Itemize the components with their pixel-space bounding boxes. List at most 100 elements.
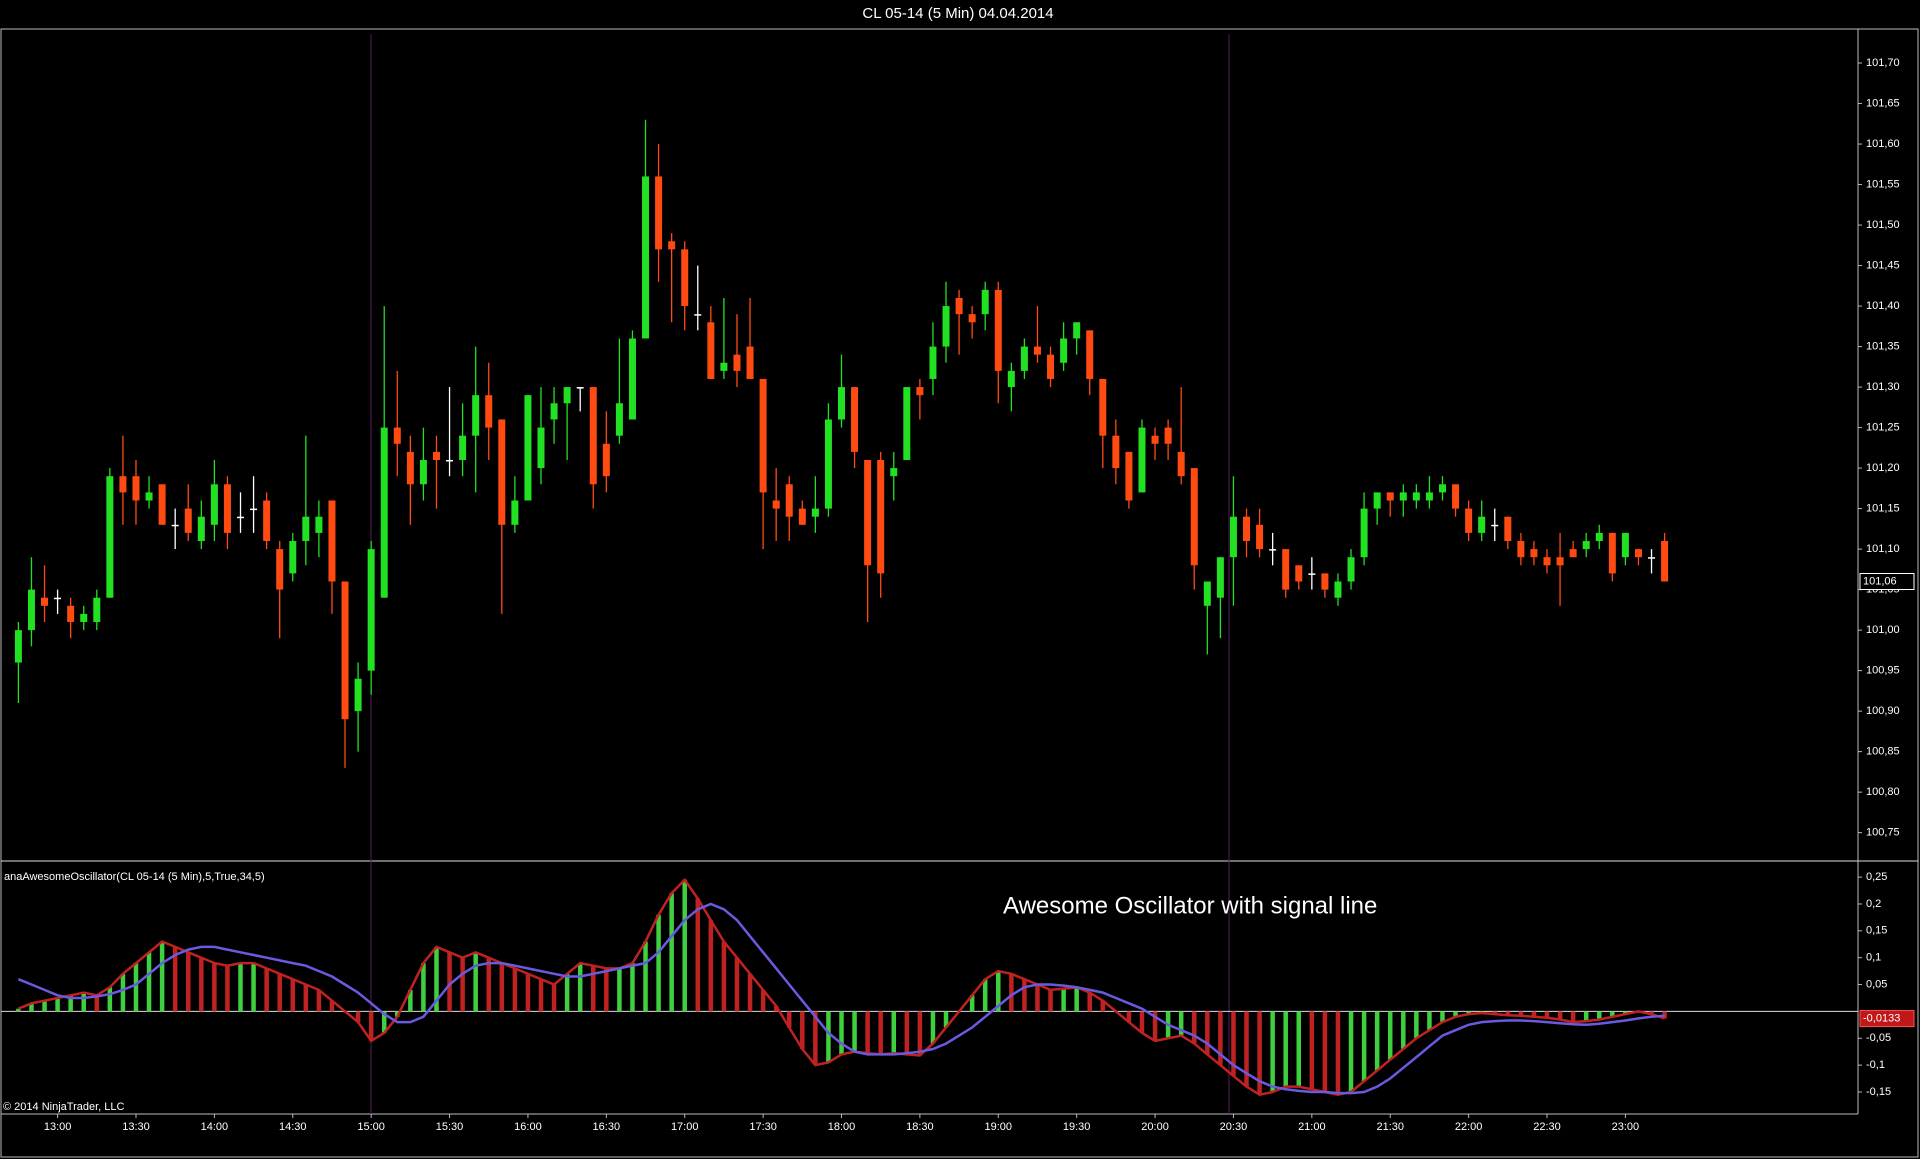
candle-body [1282,549,1290,590]
copyright: © 2014 NinjaTrader, LLC [3,1101,124,1113]
y-tick-label: 0,05 [1866,978,1887,990]
candle-body [1073,322,1081,339]
candle-body [942,306,950,347]
candle-body [1608,532,1616,574]
candle-body [446,459,454,462]
y-tick-label: 101,10 [1866,543,1900,555]
candle-body [1203,581,1211,606]
candle-body [276,549,284,590]
candle-body [145,492,153,501]
candle-body [1112,435,1120,469]
x-tick-label: 22:00 [1455,1121,1483,1133]
candle-body [785,484,793,517]
x-tick-label: 17:30 [749,1121,777,1133]
candle-body [1007,370,1015,388]
x-tick-label: 19:30 [1063,1121,1091,1133]
candle-body [459,435,467,460]
x-tick-label: 15:30 [436,1121,464,1133]
candle-body [589,387,597,485]
x-tick-label: 16:30 [593,1121,621,1133]
candle-body [642,176,650,339]
last-value-box [1859,1010,1915,1028]
candle-body [1295,565,1303,582]
candle-body [615,403,623,436]
candle-body [498,419,506,525]
candle-body [1047,354,1055,379]
y-tick-label: 101,35 [1866,340,1900,352]
candle-body [851,387,859,452]
y-tick-label: -0,1 [1866,1059,1885,1071]
candle-body [1229,516,1237,558]
candle-body [1595,532,1603,541]
candle-body [210,484,218,525]
x-tick-label: 16:00 [514,1121,542,1133]
candle-body [798,508,806,525]
chart-title: CL 05-14 (5 Min) 04.04.2014 [862,5,1053,22]
candle-body [1661,541,1669,582]
candle-body [263,500,271,541]
candle-body [837,387,845,420]
candle-body [903,387,911,460]
candle-body [1086,330,1094,379]
candle-body [54,597,62,600]
candle-body [367,549,375,671]
candle-body [811,508,819,517]
candle-body [106,476,114,598]
candle-body [14,630,22,663]
candle-body [537,427,545,469]
candle-body [550,403,558,420]
candle-body [432,451,440,460]
candle-body [41,597,49,606]
candle-body [772,500,780,509]
candle-body [406,451,414,485]
last-value-box [1859,573,1915,591]
candle-body [289,541,297,574]
candle-body [1190,468,1198,566]
candle-body [707,322,715,379]
x-tick-label: 21:30 [1376,1121,1404,1133]
candle-body [1033,346,1041,355]
candle-body [93,597,101,623]
candle-body [1321,573,1329,590]
candle-body [720,362,728,371]
candle-body [197,516,205,541]
y-tick-label: 101,65 [1866,97,1900,109]
candle-body [668,241,676,250]
candle-body [1334,581,1342,598]
x-tick-label: 17:00 [671,1121,699,1133]
y-tick-label: -0,05 [1866,1032,1891,1044]
x-tick-label: 15:00 [357,1121,385,1133]
candle-body [80,613,88,623]
candle-body [1491,524,1499,527]
y-tick-label: 101,45 [1866,259,1900,271]
candle-body [563,387,571,404]
candle-body [602,443,610,477]
x-tick-label: 22:30 [1533,1121,1561,1133]
x-tick-label: 13:00 [44,1121,72,1133]
candle-body [184,508,192,533]
y-tick-label: 101,25 [1866,421,1900,433]
y-tick-label: 100,90 [1866,705,1900,717]
candle-body [1347,557,1355,582]
candle-body [694,314,702,316]
x-tick-label: 14:30 [279,1121,307,1133]
x-tick-label: 18:00 [828,1121,856,1133]
candle-body [328,500,336,582]
candle-body [1556,557,1564,566]
candle-body [1465,508,1473,533]
y-tick-label: 101,70 [1866,57,1900,69]
y-tick-label: 101,50 [1866,219,1900,231]
candle-body [158,484,166,525]
candle-body [916,387,924,396]
candle-body [237,516,245,519]
candle-body [315,516,323,533]
y-tick-label: 101,30 [1866,381,1900,393]
candle-body [341,581,349,720]
candle-body [250,508,258,511]
y-tick-label: 101,20 [1866,462,1900,474]
last-value-label: -0,0133 [1863,1012,1900,1024]
candle-body [67,605,75,623]
candle-body [655,176,663,250]
